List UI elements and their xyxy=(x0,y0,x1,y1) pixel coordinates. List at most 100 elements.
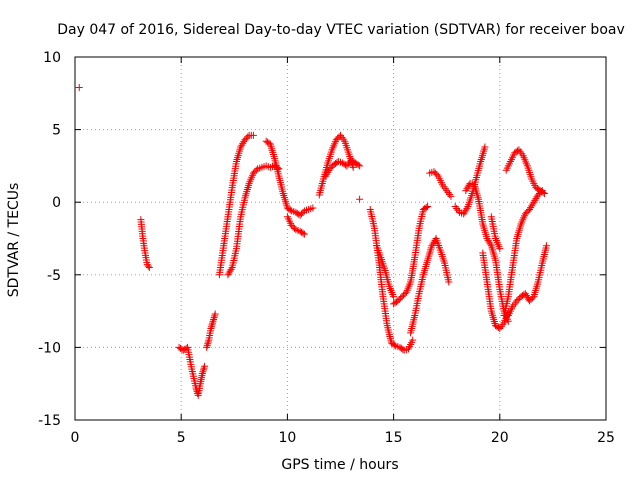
data-point xyxy=(200,366,208,374)
data-point xyxy=(203,343,211,351)
data-point xyxy=(209,317,217,325)
data-point xyxy=(145,264,153,272)
y-tick-label: 0 xyxy=(52,195,61,211)
data-point xyxy=(300,230,308,238)
data-point xyxy=(226,267,234,275)
data-point xyxy=(390,341,398,349)
y-tick-labels: -15 -10 -5 0 5 10 xyxy=(38,50,61,429)
data-point xyxy=(209,319,217,327)
data-point xyxy=(430,238,438,246)
data-point xyxy=(309,204,317,212)
data-point xyxy=(496,245,504,253)
data-point xyxy=(204,338,212,346)
series-s20 xyxy=(500,187,546,319)
series-s18 xyxy=(479,249,512,333)
data-point xyxy=(530,198,538,206)
data-point xyxy=(528,294,536,302)
series-s1 xyxy=(137,216,153,272)
data-point xyxy=(484,236,492,244)
data-point xyxy=(238,141,246,149)
series-s5 xyxy=(224,162,283,279)
y-tick-label: -5 xyxy=(47,268,61,284)
data-point xyxy=(447,192,455,200)
series-s8 xyxy=(315,131,357,199)
data-point xyxy=(225,269,233,277)
data-point xyxy=(422,204,430,212)
data-point xyxy=(539,189,547,197)
series-s6 xyxy=(262,137,317,219)
data-point xyxy=(286,206,294,214)
data-point xyxy=(75,83,83,91)
series-s7 xyxy=(283,213,308,238)
y-tick-label: 10 xyxy=(43,50,61,66)
series-s2 xyxy=(175,343,209,399)
series-s21 xyxy=(502,146,548,197)
series-s17 xyxy=(462,179,512,325)
data-point xyxy=(144,262,152,270)
x-tick-label: 10 xyxy=(278,430,296,446)
data-point xyxy=(354,161,362,169)
data-point xyxy=(460,210,468,218)
series-s16 xyxy=(451,143,489,218)
data-point xyxy=(290,224,298,232)
data-point xyxy=(463,185,471,193)
series-s0 xyxy=(75,83,83,91)
grid-lines xyxy=(75,57,606,420)
data-point xyxy=(208,321,216,329)
series-s19 xyxy=(487,213,504,253)
data-point xyxy=(463,204,471,212)
series-s14 xyxy=(407,235,453,337)
series-s15 xyxy=(426,168,455,200)
y-tick-label: -10 xyxy=(38,340,61,356)
data-point xyxy=(527,204,535,212)
data-point xyxy=(529,200,537,208)
data-point xyxy=(224,271,232,279)
data-point xyxy=(522,291,530,299)
y-tick-label: 5 xyxy=(52,123,61,139)
y-tick-label: -15 xyxy=(38,413,61,429)
data-point xyxy=(528,202,536,210)
x-tick-label: 20 xyxy=(491,430,509,446)
data-point xyxy=(526,205,534,213)
data-points xyxy=(75,83,551,399)
x-tick-label: 5 xyxy=(177,430,186,446)
data-point xyxy=(445,278,453,286)
series-s12 xyxy=(373,242,398,301)
data-point xyxy=(210,315,218,323)
data-point xyxy=(244,133,252,141)
data-point xyxy=(211,312,219,320)
data-point xyxy=(390,293,398,301)
data-point xyxy=(323,170,331,178)
x-tick-labels: 0 5 10 15 20 25 xyxy=(71,430,615,446)
data-point xyxy=(531,196,539,204)
data-point xyxy=(462,187,470,195)
data-point xyxy=(204,340,212,348)
data-point xyxy=(464,183,472,191)
x-tick-label: 0 xyxy=(71,430,80,446)
data-point xyxy=(227,265,235,273)
series-s9 xyxy=(322,156,364,180)
data-point xyxy=(200,364,208,372)
data-point xyxy=(201,362,209,370)
data-point xyxy=(198,370,206,378)
chart-title: Day 047 of 2016, Sidereal Day-to-day VTE… xyxy=(57,22,625,38)
data-point xyxy=(409,336,417,344)
series-s10 xyxy=(356,195,364,203)
x-tick-label: 15 xyxy=(385,430,403,446)
data-point xyxy=(203,342,211,350)
data-point xyxy=(429,240,437,248)
data-point xyxy=(462,206,470,214)
data-point xyxy=(356,162,364,170)
data-point xyxy=(349,163,357,171)
series-s13 xyxy=(390,203,432,308)
data-point xyxy=(207,323,215,331)
series-s3 xyxy=(203,310,219,351)
data-point xyxy=(324,168,332,176)
data-point xyxy=(299,229,307,237)
x-tick-label: 25 xyxy=(597,430,615,446)
data-point xyxy=(523,293,531,301)
data-point xyxy=(239,139,247,147)
data-point xyxy=(532,195,540,203)
data-point xyxy=(322,172,330,180)
axis-ticks xyxy=(74,56,607,421)
